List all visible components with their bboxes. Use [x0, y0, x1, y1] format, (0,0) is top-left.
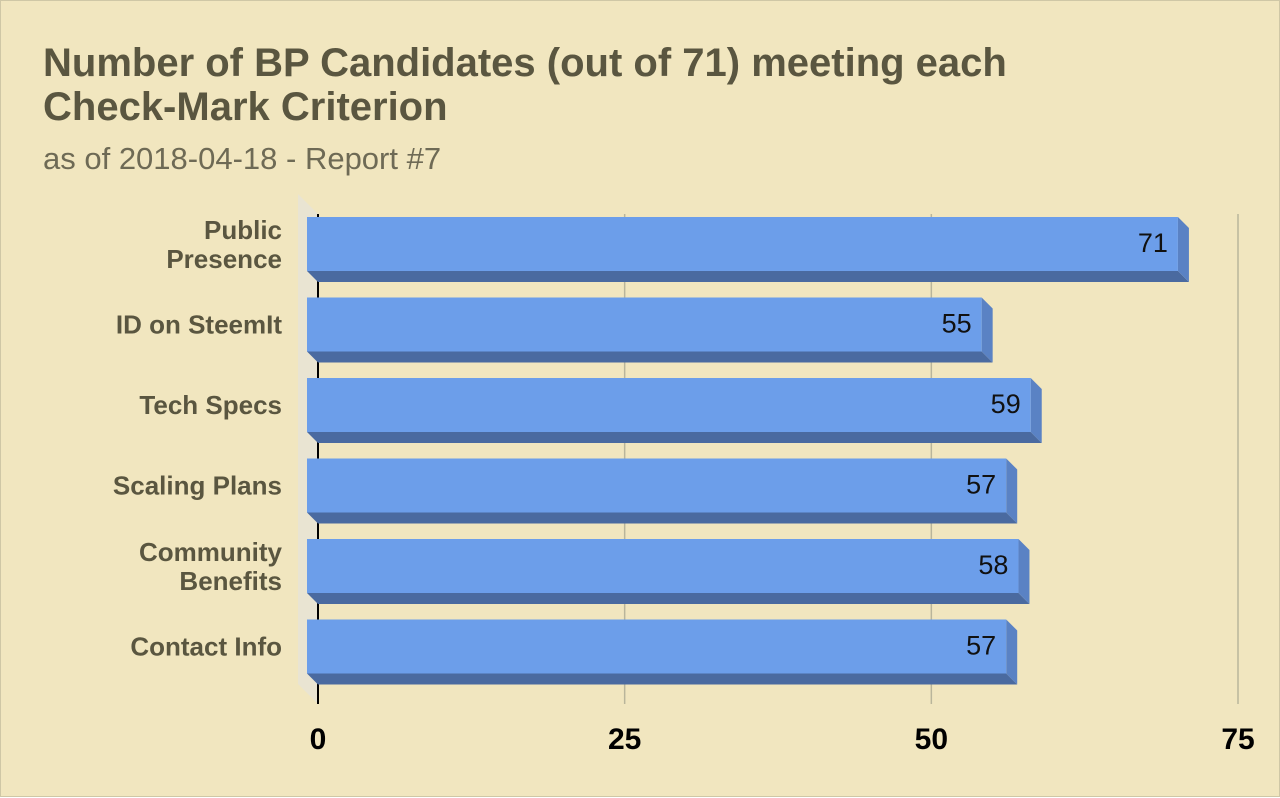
bar	[307, 297, 982, 352]
category-label: ID on SteemIt	[116, 310, 282, 340]
bar-end-face	[1006, 458, 1018, 524]
bar	[307, 217, 1178, 271]
x-tick-label: 25	[608, 723, 641, 756]
bar-value-label: 55	[942, 309, 972, 339]
bar-bottom-face	[307, 512, 1018, 524]
bar	[307, 539, 1019, 593]
category-label: Community	[139, 537, 283, 567]
category-label: Public	[204, 215, 282, 245]
bar-end-face	[1177, 217, 1189, 282]
chart-subtitle: as of 2018-04-18 - Report #7	[43, 141, 442, 176]
bar-bottom-face	[307, 432, 1042, 443]
bar	[307, 378, 1031, 432]
bar-value-label: 57	[966, 470, 996, 500]
x-tick-label: 50	[915, 723, 948, 756]
bar-bottom-face	[307, 673, 1018, 685]
bar-value-label: 71	[1138, 228, 1168, 258]
category-label: Contact Info	[130, 632, 282, 662]
x-tick-label: 75	[1221, 723, 1254, 756]
bar-bottom-face	[307, 593, 1030, 604]
bar-value-label: 57	[966, 631, 996, 661]
bar-end-face	[981, 297, 993, 363]
bar-value-label: 58	[978, 550, 1008, 580]
bar-end-face	[1030, 378, 1042, 443]
chart-title: Number of BP Candidates (out of 71) meet…	[43, 41, 1007, 129]
bar	[307, 458, 1007, 513]
category-label: Tech Specs	[139, 390, 282, 420]
bar-bottom-face	[307, 351, 993, 363]
x-tick-label: 0	[310, 723, 327, 756]
bar-end-face	[1018, 539, 1030, 604]
category-label: Benefits	[179, 566, 282, 596]
bar-end-face	[1006, 619, 1018, 685]
bar-value-label: 59	[991, 389, 1021, 419]
category-label: Scaling Plans	[113, 471, 282, 501]
category-label: Presence	[166, 244, 282, 274]
bar-bottom-face	[307, 271, 1189, 282]
bar	[307, 619, 1007, 674]
